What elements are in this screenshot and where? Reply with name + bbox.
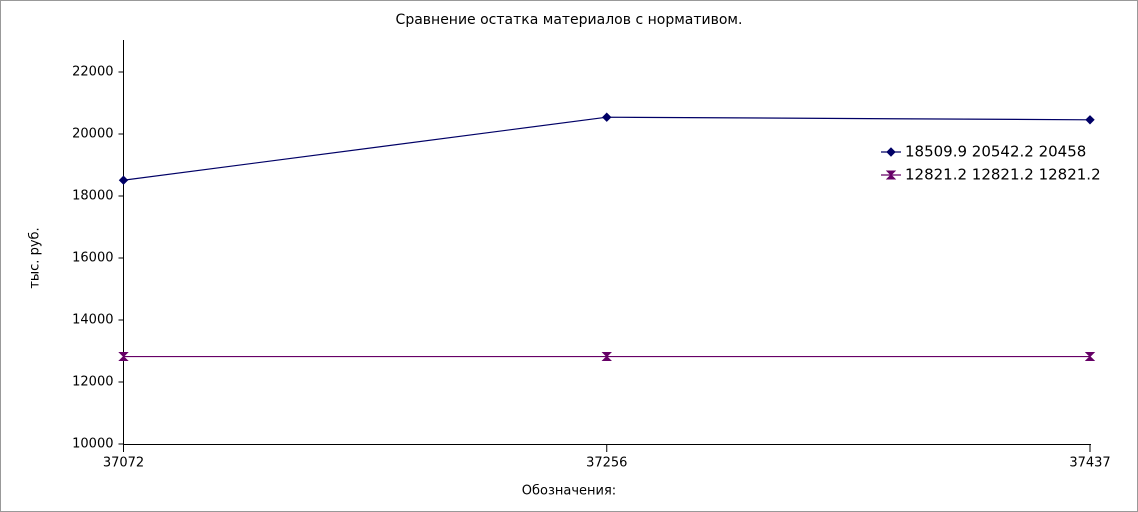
y-tick-label: 12000 bbox=[72, 375, 113, 390]
marker bbox=[1084, 352, 1096, 362]
x-tick-label: 37437 bbox=[1069, 456, 1110, 471]
chart-title: Сравнение остатка материалов с нормативо… bbox=[396, 12, 743, 28]
x-axis-label: Обозначения: bbox=[522, 484, 616, 499]
marker bbox=[602, 112, 612, 122]
marker bbox=[118, 175, 129, 185]
y-axis-label: тыс. руб. bbox=[28, 227, 43, 288]
y-tick-label: 10000 bbox=[72, 437, 113, 452]
x-tick-label: 37256 bbox=[586, 456, 627, 471]
marker bbox=[601, 352, 612, 362]
legend-label: 18509.9 20542.2 20458 bbox=[905, 143, 1086, 161]
marker bbox=[1085, 115, 1095, 125]
y-tick-label: 20000 bbox=[72, 127, 113, 142]
marker bbox=[885, 170, 897, 180]
y-tick-label: 18000 bbox=[72, 189, 113, 204]
y-tick-label: 14000 bbox=[72, 313, 113, 328]
legend-label: 12821.2 12821.2 12821.2 bbox=[905, 166, 1101, 184]
y-tick-label: 16000 bbox=[72, 251, 113, 266]
x-tick-label: 37072 bbox=[103, 456, 144, 471]
marker bbox=[886, 147, 896, 157]
marker bbox=[118, 352, 129, 362]
y-tick-label: 22000 bbox=[72, 65, 113, 80]
